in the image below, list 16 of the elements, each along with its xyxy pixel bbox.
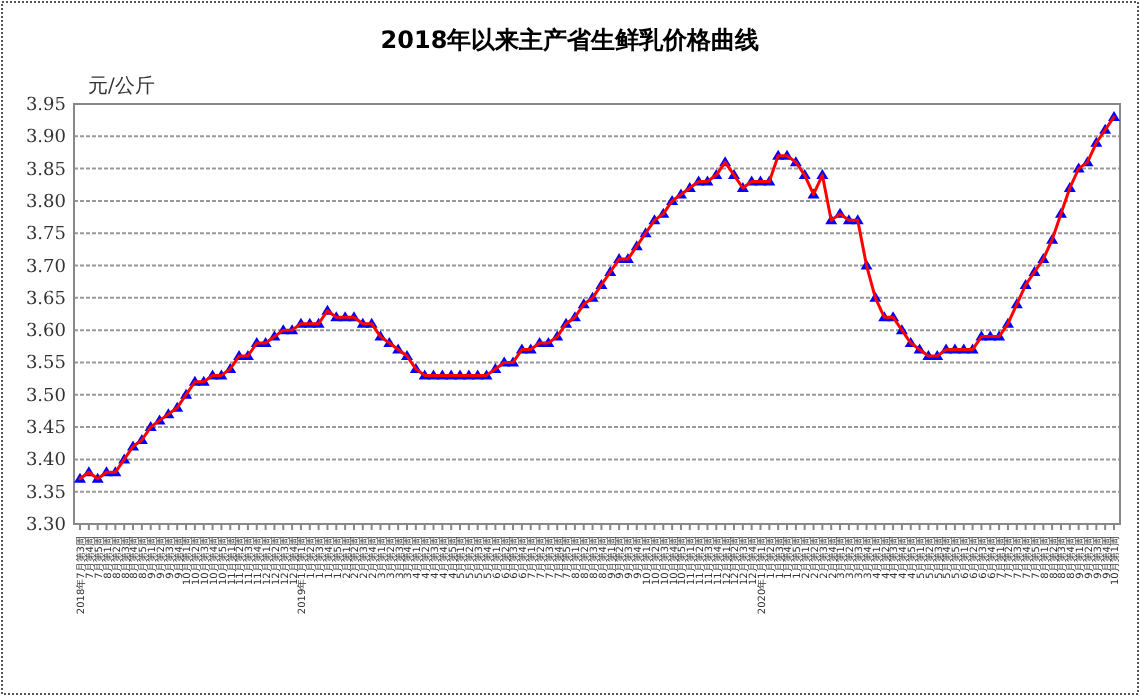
y-tick-label: 3.70 — [25, 257, 67, 278]
chart-title: 2018年以来主产省生鲜乳价格曲线 — [380, 26, 760, 54]
y-axis-title: 元/公斤 — [88, 74, 155, 98]
y-tick-label: 3.50 — [25, 386, 67, 407]
y-tick-label: 3.30 — [25, 516, 67, 536]
y-tick-label: 3.35 — [25, 483, 67, 504]
y-tick-label: 3.55 — [25, 354, 67, 375]
y-tick-label: 3.75 — [25, 225, 67, 246]
y-tick-label: 3.65 — [25, 289, 67, 310]
y-tick-label: 3.45 — [25, 419, 67, 440]
y-tick-label: 3.95 — [25, 96, 67, 116]
y-tick-label: 3.90 — [25, 128, 67, 149]
y-tick-label: 3.85 — [25, 160, 67, 181]
y-tick-label: 3.60 — [25, 322, 67, 343]
y-tick-label: 3.40 — [25, 451, 67, 472]
y-tick-label: 3.80 — [25, 192, 67, 213]
